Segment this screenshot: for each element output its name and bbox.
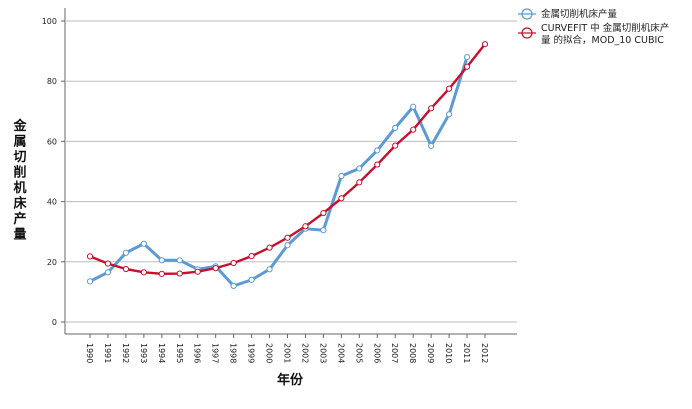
- legend: 金属切削机床产量 CURVEFIT 中 金属切削机床产 量 的拟合，MOD_10…: [518, 8, 669, 46]
- x-tick-label-2009: 2009: [426, 343, 435, 363]
- y-tick-label-0: 0: [52, 318, 57, 327]
- legend-swatch-actual-marker: [521, 8, 533, 20]
- point-actual-2001: [284, 242, 291, 249]
- x-tick-label-1992: 1992: [121, 343, 130, 363]
- series-line-actual: [89, 56, 469, 288]
- legend-label-fit-line-2: 量 的拟合，MOD_10 CUBIC: [541, 34, 664, 46]
- point-fit-2001: [284, 234, 291, 241]
- point-fit-2012: [481, 41, 489, 48]
- point-actual-1993: [140, 240, 147, 247]
- point-actual-1991: [104, 269, 112, 276]
- legend-item-fit: CURVEFIT 中 金属切削机床产 量 的拟合，MOD_10 CUBIC: [518, 22, 669, 46]
- legend-label-fit-line-1: CURVEFIT 中 金属切削机床产: [541, 22, 669, 34]
- point-fit-2011: [463, 63, 471, 70]
- point-actual-2008: [410, 103, 417, 110]
- x-tick-label-2006: 2006: [372, 343, 381, 363]
- point-fit-2008: [410, 126, 417, 133]
- legend-label-actual: 金属切削机床产量: [541, 8, 618, 20]
- x-tick-label-1994: 1994: [157, 343, 166, 363]
- point-actual-2000: [266, 266, 273, 273]
- legend-swatch-fit-marker: [521, 27, 533, 39]
- x-tick-label-1998: 1998: [229, 343, 238, 363]
- x-tick-label-1993: 1993: [139, 343, 148, 363]
- x-tick-label-1995: 1995: [175, 343, 184, 363]
- legend-item-actual: 金属切削机床产量: [518, 8, 618, 20]
- point-actual-2011: [463, 54, 471, 61]
- point-actual-2010: [445, 111, 453, 118]
- point-fit-1992: [122, 265, 130, 273]
- point-actual-1998: [230, 282, 237, 289]
- x-tick-label-2012: 2012: [480, 343, 489, 363]
- point-fit-2005: [356, 179, 363, 186]
- x-tick-label-1999: 1999: [247, 343, 256, 363]
- y-tick-label-20: 20: [47, 258, 57, 267]
- x-tick-label-2002: 2002: [300, 343, 309, 363]
- x-tick-label-2000: 2000: [265, 343, 274, 363]
- point-fit-1996: [194, 268, 201, 275]
- x-tick-label-1997: 1997: [211, 343, 220, 363]
- x-tick-label-1996: 1996: [193, 343, 202, 363]
- x-tick-label-2001: 2001: [283, 343, 292, 363]
- x-tick-label-2010: 2010: [444, 343, 453, 363]
- point-fit-1994: [158, 270, 165, 277]
- point-fit-2009: [428, 105, 435, 112]
- point-fit-2004: [338, 195, 345, 202]
- point-fit-1993: [140, 269, 147, 276]
- y-tick-label-60: 60: [47, 137, 57, 146]
- point-actual-2005: [356, 165, 363, 172]
- point-actual-1994: [158, 257, 165, 264]
- x-tick-label-2007: 2007: [390, 343, 399, 363]
- point-actual-1992: [122, 249, 130, 256]
- y-tick-label-40: 40: [47, 198, 57, 207]
- point-fit-2002: [302, 223, 309, 230]
- x-tick-label-1991: 1991: [103, 343, 112, 363]
- point-actual-2003: [320, 227, 327, 234]
- point-actual-2007: [392, 124, 399, 131]
- point-fit-2010: [445, 85, 453, 92]
- x-axis-title: 年份: [277, 372, 304, 388]
- x-tick-label-2005: 2005: [354, 343, 363, 363]
- point-fit-1995: [176, 270, 183, 277]
- point-fit-2003: [320, 209, 327, 217]
- point-fit-1997: [212, 265, 219, 272]
- x-tick-label-2008: 2008: [408, 343, 417, 363]
- gridlines: [65, 20, 517, 323]
- point-actual-1995: [176, 257, 183, 264]
- point-actual-2006: [374, 147, 381, 154]
- point-fit-1991: [104, 260, 112, 267]
- point-fit-2000: [266, 244, 273, 251]
- x-tick-label-2003: 2003: [318, 343, 327, 363]
- point-fit-1990: [86, 253, 94, 260]
- point-actual-1999: [248, 276, 255, 283]
- point-fit-1998: [230, 259, 237, 267]
- point-actual-1990: [86, 278, 94, 285]
- x-ticks: 1990 1991 1992 1993 1994 1995 1996 1997 1998 1999…: [85, 334, 489, 363]
- y-ticks: 0 20 40 60 80 100: [42, 17, 65, 327]
- x-tick-label-2004: 2004: [336, 343, 345, 363]
- y-tick-label-80: 80: [47, 77, 57, 86]
- point-fit-1999: [248, 252, 255, 260]
- y-tick-label-100: 100: [42, 17, 57, 26]
- x-tick-label-2011: 2011: [462, 343, 471, 363]
- point-fit-2006: [374, 161, 381, 168]
- point-fit-2007: [392, 142, 399, 149]
- series-group: [86, 41, 489, 289]
- x-tick-label-1990: 1990: [85, 343, 94, 363]
- point-actual-2009: [428, 142, 435, 150]
- y-axis-title: 金属切削机床产量: [12, 118, 27, 243]
- point-actual-2004: [338, 172, 345, 180]
